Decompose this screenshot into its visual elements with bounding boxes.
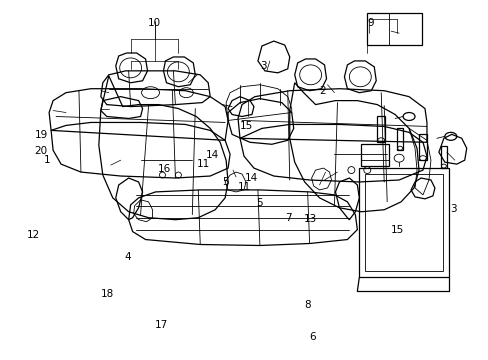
Bar <box>365 174 442 271</box>
Text: 11: 11 <box>237 182 251 192</box>
Text: 15: 15 <box>390 225 404 235</box>
Text: 19: 19 <box>35 130 48 140</box>
Bar <box>366 13 421 45</box>
Text: 3: 3 <box>449 203 456 213</box>
Text: 4: 4 <box>124 252 131 262</box>
Text: 17: 17 <box>155 320 168 330</box>
Text: 13: 13 <box>303 214 316 224</box>
Text: 14: 14 <box>206 150 219 160</box>
Text: 8: 8 <box>304 300 310 310</box>
Text: 18: 18 <box>101 289 114 299</box>
Text: 12: 12 <box>26 230 40 240</box>
Text: 16: 16 <box>157 164 170 174</box>
Text: 5: 5 <box>221 177 228 187</box>
Text: 7: 7 <box>285 212 291 222</box>
Bar <box>376 117 385 142</box>
Text: 14: 14 <box>244 173 258 183</box>
Text: 11: 11 <box>196 159 209 169</box>
Text: 5: 5 <box>255 198 262 208</box>
Bar <box>361 144 388 166</box>
Bar <box>359 168 448 277</box>
Text: 9: 9 <box>367 18 373 28</box>
Text: 20: 20 <box>35 147 48 157</box>
Text: 6: 6 <box>308 332 315 342</box>
Text: 15: 15 <box>240 121 253 131</box>
Text: 3: 3 <box>260 61 267 71</box>
Bar <box>440 146 446 168</box>
Text: 10: 10 <box>148 18 161 28</box>
Bar <box>396 129 402 150</box>
Text: 1: 1 <box>44 156 51 165</box>
Bar <box>418 134 426 160</box>
Text: 2: 2 <box>318 86 325 96</box>
